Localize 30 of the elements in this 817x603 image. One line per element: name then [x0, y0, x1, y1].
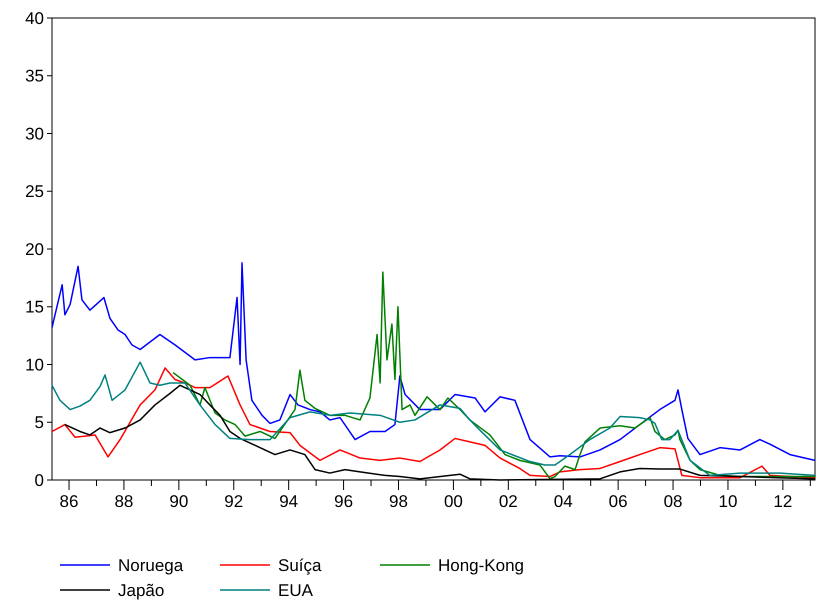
x-tick-label: 06 — [608, 492, 628, 511]
y-tick-label: 40 — [25, 8, 44, 28]
line-series — [172, 271, 816, 480]
x-tick-label: 86 — [60, 492, 78, 511]
y-tick-label: 35 — [25, 66, 44, 86]
y-tick-label: 5 — [34, 413, 44, 432]
line-series — [51, 262, 816, 462]
x-tick-label: 10 — [718, 492, 738, 511]
x-tick-label: 12 — [773, 492, 792, 511]
x-tick-label: 96 — [334, 492, 354, 511]
y-tick-label: 20 — [25, 240, 44, 259]
y-tick-label: 15 — [25, 298, 44, 317]
x-tick-label: 08 — [664, 492, 683, 511]
legend-label: Suíça — [278, 556, 322, 575]
x-tick-label: 94 — [279, 492, 298, 511]
x-tick-label: 90 — [169, 492, 188, 511]
x-tick-label: 92 — [224, 492, 244, 511]
legend-label: Japão — [118, 580, 164, 600]
x-tick-label: 02 — [498, 492, 518, 511]
x-tick-label: 00 — [444, 492, 463, 511]
x-tick-label: 04 — [554, 492, 573, 511]
legend-label: Hong-Kong — [438, 556, 524, 575]
y-tick-label: 25 — [25, 182, 44, 202]
legend-label: Noruega — [118, 556, 184, 575]
y-tick-label: 10 — [25, 355, 44, 374]
x-tick-label: 98 — [389, 492, 408, 511]
y-tick-label: 30 — [25, 124, 44, 144]
x-tick-label: 88 — [114, 492, 134, 511]
legend-label: EUA — [278, 580, 314, 600]
y-tick-label: 0 — [34, 470, 44, 490]
